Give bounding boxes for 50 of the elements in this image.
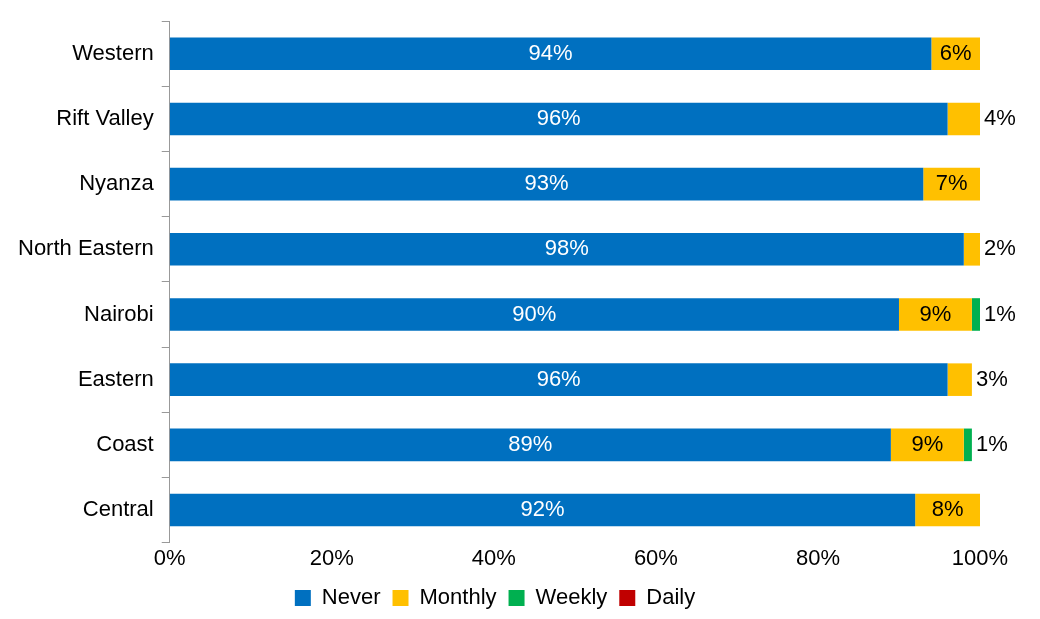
data-label: 89% [508, 430, 553, 456]
data-label: 8% [931, 496, 964, 522]
bar [169, 363, 948, 396]
data-label: 2% [984, 235, 1016, 261]
x-tick-label: 40% [471, 544, 516, 570]
data-label: 1% [984, 300, 1016, 326]
data-label: 1% [975, 430, 1008, 456]
bar [947, 363, 972, 396]
bar [947, 102, 980, 136]
data-label: 7% [935, 170, 968, 196]
data-label: 96% [536, 365, 581, 391]
y-tick-label: Rift Valley [56, 105, 154, 131]
data-label: 92% [520, 496, 565, 522]
y-tick-label: Nyanza [79, 170, 155, 196]
y-tick-label: Central [82, 496, 154, 522]
bar [169, 102, 948, 136]
data-label: 93% [524, 170, 569, 196]
data-label: 3% [975, 365, 1008, 391]
y-tick-label: Coast [96, 430, 154, 456]
legend-label: Weekly [535, 584, 608, 610]
data-label: 6% [939, 39, 972, 65]
legend-label: Monthly [419, 584, 497, 610]
data-label: 96% [536, 105, 581, 131]
x-tick-label: 100% [951, 544, 1009, 570]
x-tick-label: 80% [795, 544, 840, 570]
data-label: 9% [919, 300, 952, 326]
data-label: 94% [528, 39, 573, 65]
data-label: 9% [911, 430, 944, 456]
bar [963, 428, 972, 462]
bar [169, 493, 916, 527]
bar [169, 37, 932, 71]
bar [169, 298, 899, 331]
legend-label: Daily [646, 584, 696, 610]
bar [898, 298, 972, 331]
data-label: 4% [984, 105, 1016, 131]
y-tick-label: Eastern [77, 365, 154, 391]
y-tick-label: Nairobi [84, 300, 154, 326]
bar [169, 428, 891, 462]
y-tick-label: North Eastern [17, 235, 154, 261]
bar [169, 167, 924, 201]
bar [963, 233, 980, 266]
data-label: 98% [544, 235, 589, 261]
bar [971, 298, 980, 331]
y-tick-label: Western [72, 39, 154, 65]
x-tick-label: 20% [309, 544, 354, 570]
bar [169, 233, 964, 266]
x-tick-label: 0% [153, 544, 186, 570]
data-label: 90% [512, 300, 557, 326]
x-tick-label: 60% [633, 544, 678, 570]
legend-label: Never [321, 584, 381, 610]
